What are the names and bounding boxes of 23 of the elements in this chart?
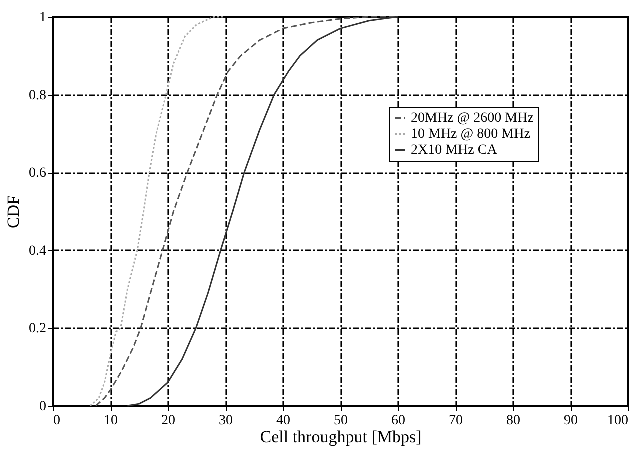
x-tick-label: 20 bbox=[162, 414, 176, 428]
x-tick-label: 30 bbox=[219, 414, 233, 428]
y-tick-label: 1 bbox=[40, 10, 46, 26]
legend-label: 2X10 MHz CA bbox=[411, 143, 498, 158]
x-axis-title: Cell throughput [Mbps] bbox=[260, 428, 422, 446]
x-tick-label: 0 bbox=[54, 414, 60, 428]
x-tick-label: 50 bbox=[334, 414, 348, 428]
y-tick-label: 0.4 bbox=[29, 244, 46, 259]
legend-label: 20MHz @ 2600 MHz bbox=[411, 111, 534, 126]
y-tick-label: 0 bbox=[40, 400, 46, 414]
y-tick-label: 0.6 bbox=[29, 166, 46, 182]
y-axis-title: CDF bbox=[4, 195, 23, 229]
legend-label: 10 MHz @ 800 MHz bbox=[411, 127, 530, 142]
x-tick-label: 40 bbox=[276, 414, 290, 428]
x-tick-label: 70 bbox=[449, 414, 463, 428]
x-tick-label: 100 bbox=[608, 414, 628, 428]
x-tick-label: 60 bbox=[392, 414, 406, 428]
line-series bbox=[90, 16, 226, 407]
x-tick-label: 80 bbox=[506, 414, 520, 428]
x-tick-label: 90 bbox=[564, 414, 578, 428]
y-tick-label: 0.2 bbox=[29, 322, 46, 337]
x-tick-label: 10 bbox=[104, 414, 118, 428]
y-tick-label: 0.8 bbox=[29, 88, 46, 104]
